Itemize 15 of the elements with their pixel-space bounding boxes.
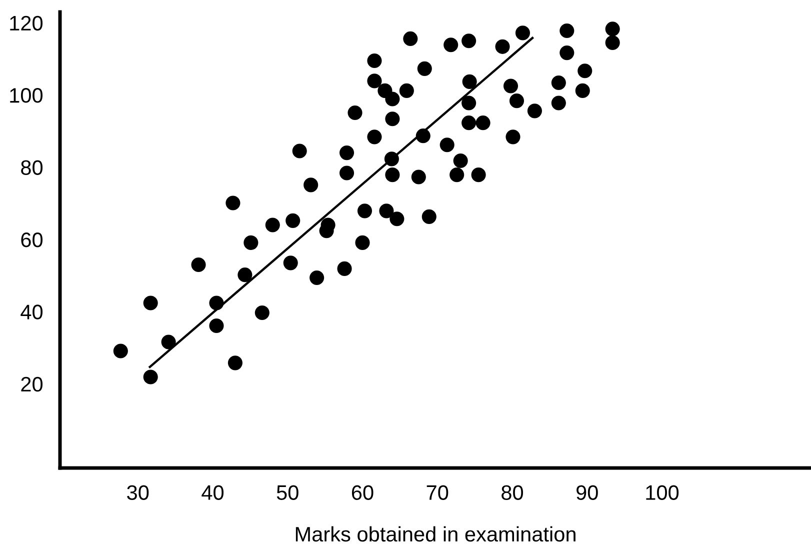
y-tick-label: 40 <box>20 304 43 320</box>
x-tick-label: 50 <box>276 485 298 500</box>
x-tick-label: 100 <box>646 485 679 500</box>
y-tick-label: 80 <box>21 160 43 176</box>
x-tick-label: 70 <box>426 485 448 500</box>
x-tick-label: 80 <box>502 485 524 500</box>
x-tick-label: 40 <box>202 485 224 500</box>
x-tick-label: 90 <box>576 485 598 500</box>
y-tick-label: 20 <box>21 376 43 392</box>
y-tick-label: 100 <box>10 88 43 103</box>
x-tick-label: 30 <box>127 485 149 500</box>
y-tick-label: 120 <box>10 16 43 31</box>
y-tick-label: 60 <box>21 232 43 248</box>
x-axis-title: Marks obtained in examination <box>296 526 576 542</box>
x-tick-label: 60 <box>352 485 374 500</box>
